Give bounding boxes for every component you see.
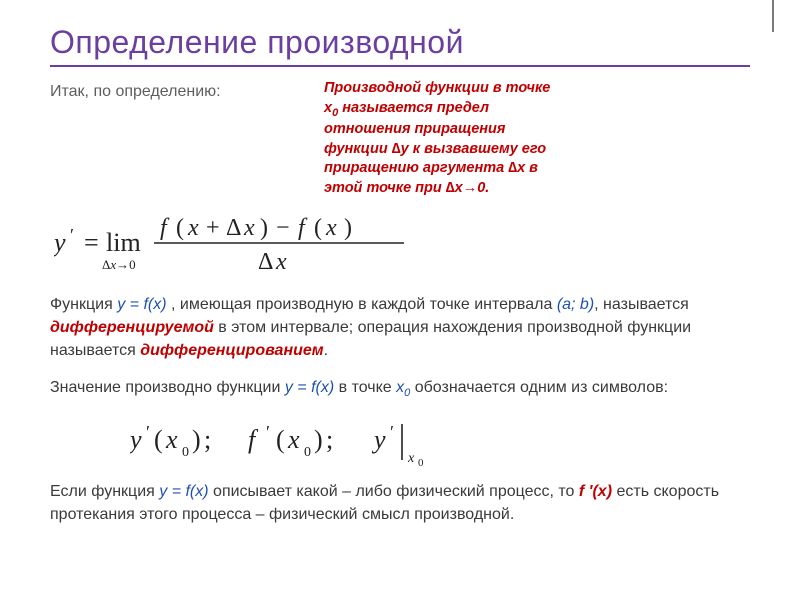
svg-text:=: = <box>84 228 99 257</box>
svg-text:f: f <box>160 215 170 241</box>
main-formula: y ′ = lim Δx→0 f ( x + Δ x ) − f ( x ) Δ <box>54 207 750 279</box>
def-line: Производной функции в точке <box>324 80 550 96</box>
text: . <box>324 342 328 359</box>
svg-text:+: + <box>206 215 220 241</box>
svg-text:Δ: Δ <box>226 215 241 241</box>
def-line: отношения приращения <box>324 121 505 137</box>
svg-text:x: x <box>187 215 199 241</box>
svg-text:f: f <box>298 215 308 241</box>
svg-text:(: ( <box>276 425 285 454</box>
svg-text:): ) <box>344 215 352 241</box>
text: , имеющая производную в каждой точке инт… <box>167 296 557 313</box>
def-line: приращению аргумента ∆x в <box>324 160 538 176</box>
svg-text:′: ′ <box>70 225 74 245</box>
decorative-rule <box>772 0 774 32</box>
svg-text:0: 0 <box>182 445 189 460</box>
svg-text:;: ; <box>204 425 211 454</box>
intro-text: Итак, по определению: <box>50 83 310 101</box>
highlight-red: f '(x) <box>579 483 612 500</box>
def-line: называется предел <box>338 100 489 116</box>
svg-text:;: ; <box>326 425 333 454</box>
highlight-blue: x0 <box>396 379 410 396</box>
highlight-red: дифференцируемой <box>50 319 214 336</box>
svg-text:f: f <box>248 425 259 454</box>
highlight-blue: (a; b) <box>557 296 594 313</box>
svg-text:x: x <box>243 215 255 241</box>
text: Если функция <box>50 483 159 500</box>
svg-text:(: ( <box>176 215 184 241</box>
svg-text:−: − <box>276 215 290 241</box>
svg-text:′: ′ <box>390 422 394 442</box>
svg-text:x: x <box>325 215 337 241</box>
formula-svg: y ′ = lim Δx→0 f ( x + Δ x ) − f ( x ) Δ <box>54 207 414 279</box>
intro-and-definition-row: Итак, по определению: Производной функци… <box>50 79 750 199</box>
text: описывает какой – либо физический процес… <box>209 483 579 500</box>
svg-text:lim: lim <box>106 228 141 257</box>
paragraph-notation-intro: Значение производно функции y = f(x) в т… <box>50 376 750 402</box>
svg-text:′: ′ <box>146 422 150 442</box>
text: Функция <box>50 296 117 313</box>
text: обозначается одним из символов: <box>410 379 668 396</box>
def-line: этой точке при ∆x→0. <box>324 180 489 196</box>
text: Значение производно функции <box>50 379 285 396</box>
highlight-blue: y = f(x) <box>159 483 208 500</box>
svg-text:y: y <box>130 425 142 454</box>
svg-text:y: y <box>371 425 386 454</box>
text: , называется <box>594 296 689 313</box>
slide-title: Определение производной <box>50 24 750 61</box>
paragraph-physical-meaning: Если функция y = f(x) описывает какой – … <box>50 480 750 526</box>
svg-text:′: ′ <box>266 422 270 442</box>
svg-text:x: x <box>287 425 300 454</box>
text: в точке <box>334 379 396 396</box>
definition-box: Производной функции в точке x0 называетс… <box>324 79 750 199</box>
svg-text:x: x <box>165 425 178 454</box>
slide: Определение производной Итак, по определ… <box>0 0 800 600</box>
def-line: x <box>324 100 332 116</box>
highlight-blue: y = f(x) <box>285 379 334 396</box>
svg-text:x: x <box>407 451 415 466</box>
title-underline <box>50 65 750 67</box>
svg-text:(: ( <box>314 215 322 241</box>
svg-text:0: 0 <box>304 445 311 460</box>
highlight-blue: y = f(x) <box>117 296 166 313</box>
notation-formula: y ′ ( x 0 ) ; f ′ ( x 0 ) ; y ′ x 0 <box>130 416 750 466</box>
svg-text:(: ( <box>154 425 163 454</box>
paragraph-differentiable: Функция y = f(x) , имеющая производную в… <box>50 293 750 363</box>
highlight-red: дифференцированием <box>140 342 323 359</box>
def-line: функции ∆y к вызвавшему его <box>324 141 546 157</box>
svg-text:): ) <box>314 425 323 454</box>
svg-text:0: 0 <box>418 457 424 466</box>
svg-text:Δ: Δ <box>258 249 273 275</box>
notation-svg: y ′ ( x 0 ) ; f ′ ( x 0 ) ; y ′ x 0 <box>130 416 490 466</box>
svg-text:): ) <box>192 425 201 454</box>
svg-text:x: x <box>275 249 287 275</box>
svg-text:Δx→0: Δx→0 <box>102 257 136 272</box>
svg-text:): ) <box>260 215 268 241</box>
svg-text:y: y <box>54 228 66 257</box>
